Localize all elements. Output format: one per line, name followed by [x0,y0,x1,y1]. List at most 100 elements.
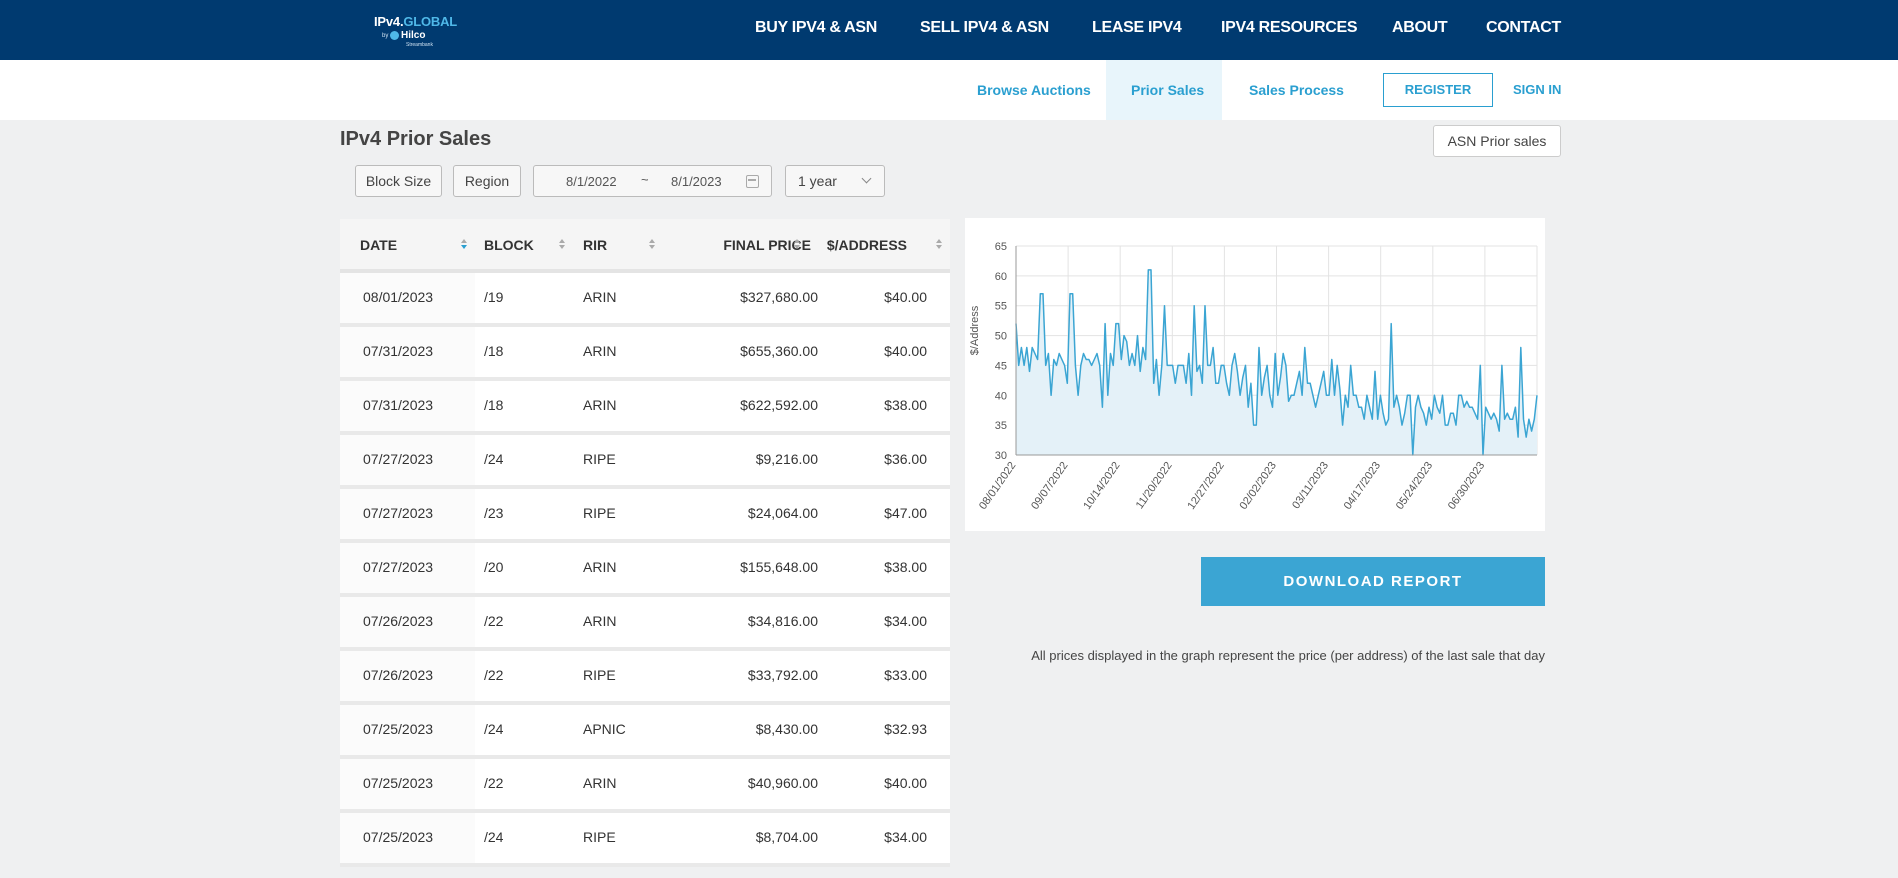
y-tick-label: 55 [995,301,1007,313]
sort-per-address-icon[interactable] [935,239,943,251]
cell-per-address: $36.00 [884,451,927,467]
cell-rir: RIPE [583,451,616,467]
region-filter[interactable]: Region [453,165,521,197]
period-select[interactable]: 1 year [785,165,885,197]
cell-block: /22 [484,667,504,683]
sort-block-icon[interactable] [558,239,566,251]
x-tick-label: 06/30/2023 [1446,460,1487,512]
y-tick-label: 60 [995,271,1007,283]
table-header: DATE BLOCK RIR FINAL PRICE $/ADDRESS [340,219,950,273]
x-tick-label: 03/11/2023 [1290,460,1331,511]
date-from: 8/1/2022 [566,174,617,189]
register-button[interactable]: REGISTER [1383,73,1493,107]
date-range-picker[interactable]: 8/1/2022 ~ 8/1/2023 [533,165,772,197]
header-rir[interactable]: RIR [583,237,608,253]
cell-block: /19 [484,289,504,305]
sign-in-link[interactable]: SIGN IN [1513,82,1562,97]
cell-final-price: $8,704.00 [755,829,818,845]
cell-date: 07/31/2023 [363,343,434,359]
cell-final-price: $24,064.00 [747,505,818,521]
nav-about[interactable]: ABOUT [1392,19,1448,36]
table-row: 07/25/2023/22 ARIN $40,960.00 $40.00 [340,759,950,813]
cell-date: 07/27/2023 [363,451,434,467]
nav-sell[interactable]: SELL IPV4 & ASN [920,19,1049,36]
cell-rir: RIPE [583,667,616,683]
cell-final-price: $155,648.00 [740,559,818,575]
price-chart-panel: 30 35 40 45 50 55 60 65 08/01/2022 09/07/2022 10/1… [965,218,1545,531]
nav-lease[interactable]: LEASE IPV4 [1092,19,1182,36]
date-cell-bg [340,435,475,485]
sort-price-icon[interactable] [793,239,801,251]
header-final-price[interactable]: FINAL PRICE [723,237,811,253]
chart-note: All prices displayed in the graph repres… [1031,648,1545,663]
header-date[interactable]: DATE [360,237,398,253]
calendar-icon [746,175,759,188]
tab-browse-auctions[interactable]: Browse Auctions [977,82,1091,98]
tab-sales-process[interactable]: Sales Process [1249,82,1344,98]
date-cell-bg [340,327,475,377]
cell-final-price: $622,592.00 [740,397,818,413]
x-tick-label: 04/17/2023 [1342,460,1383,512]
asn-prior-sales-button[interactable]: ASN Prior sales [1433,125,1561,157]
series-area [1016,269,1537,455]
tab-prior-sales[interactable]: Prior Sales [1131,82,1205,98]
cell-rir: RIPE [583,505,616,521]
cell-per-address: $34.00 [884,613,927,629]
x-tick-label: 09/07/2022 [1029,460,1070,512]
cell-final-price: $327,680.00 [740,289,818,305]
date-separator: ~ [641,172,649,187]
y-tick-label: 30 [995,450,1007,462]
sort-date-icon[interactable] [460,239,468,251]
hilco-mark-icon [390,31,399,40]
cell-final-price: $8,430.00 [755,721,818,737]
date-cell-bg [340,759,475,809]
table-row: 07/27/2023/20 ARIN $155,648.00 $38.00 [340,543,950,597]
header-block[interactable]: BLOCK [484,237,534,253]
cell-date: 07/27/2023 [363,559,434,575]
date-cell-bg [340,489,475,539]
cell-date: 07/31/2023 [363,397,434,413]
y-tick-label: 40 [995,390,1007,402]
cell-block: /22 [484,613,504,629]
nav-buy[interactable]: BUY IPV4 & ASN [755,19,878,36]
date-cell-bg [340,273,475,323]
x-tick-label: 02/02/2023 [1238,460,1279,512]
cell-final-price: $9,216.00 [755,451,818,467]
cell-rir: RIPE [583,829,616,845]
table-row: 07/31/2023/18 ARIN $655,360.00 $40.00 [340,327,950,381]
logo-wordmark: IPv4.GLOBAL [374,14,458,29]
date-cell-bg [340,381,475,431]
nav-resources[interactable]: IPV4 RESOURCES [1221,19,1358,36]
cell-final-price: $33,792.00 [747,667,818,683]
x-tick-label: 12/27/2022 [1185,460,1226,512]
price-chart: 30 35 40 45 50 55 60 65 08/01/2022 09/07/2022 10/1… [969,241,1538,512]
date-cell-bg [340,813,475,863]
table-row: 07/27/2023/24 RIPE $9,216.00 $36.00 [340,435,950,489]
cell-final-price: $655,360.00 [740,343,818,359]
cell-per-address: $34.00 [884,829,927,845]
chevron-down-icon [861,173,872,184]
download-report-button[interactable]: DOWNLOAD REPORT [1201,557,1545,606]
block-size-filter[interactable]: Block Size [355,165,442,197]
table-row: 08/01/2023/19 ARIN $327,680.00 $40.00 [340,273,950,327]
cell-block: /18 [484,397,504,413]
cell-block: /24 [484,721,504,737]
sort-rir-icon[interactable] [648,239,656,251]
table-row: 07/26/2023/22 RIPE $33,792.00 $33.00 [340,651,950,705]
table-row: 07/26/2023/22 ARIN $34,816.00 $34.00 [340,597,950,651]
ipv4-global-logo[interactable]: IPv4.GLOBAL by Hilco Streambank [374,14,458,48]
date-cell-bg [340,597,475,647]
logo-by-text: by [382,33,389,39]
cell-date: 08/01/2023 [363,289,434,305]
header-per-address[interactable]: $/ADDRESS [826,237,907,253]
cell-rir: ARIN [583,343,617,359]
cell-per-address: $40.00 [884,775,927,791]
cell-date: 07/26/2023 [363,613,434,629]
y-tick-label: 35 [995,420,1007,432]
cell-block: /20 [484,559,504,575]
cell-per-address: $38.00 [884,559,927,575]
top-navigation: IPv4.GLOBAL by Hilco Streambank BUY IPV4… [0,0,1898,60]
cell-per-address: $32.93 [884,721,927,737]
nav-contact[interactable]: CONTACT [1486,19,1561,36]
table-row: 07/27/2023/23 RIPE $24,064.00 $47.00 [340,489,950,543]
